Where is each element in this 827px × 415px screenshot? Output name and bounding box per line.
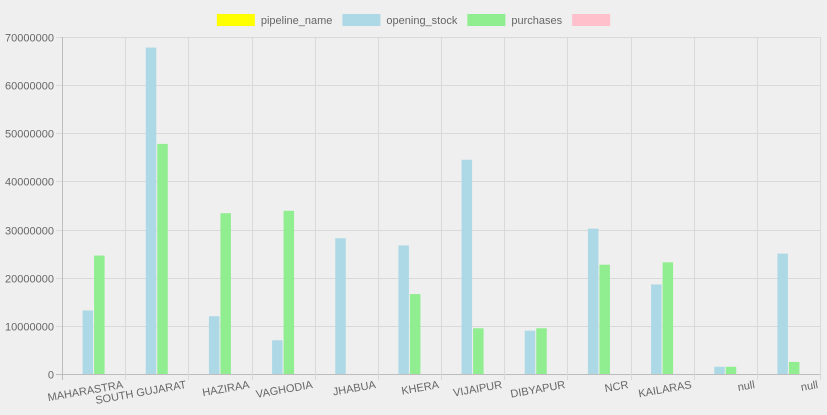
bar-opening_stock-8[interactable] bbox=[587, 228, 599, 374]
y-tick-label: 60000000 bbox=[5, 81, 54, 93]
x-tick-label: NCR bbox=[604, 379, 630, 395]
bar-opening_stock-7[interactable] bbox=[524, 330, 536, 374]
bar-opening_stock-0[interactable] bbox=[82, 310, 94, 374]
bar-purchases-7[interactable] bbox=[536, 328, 547, 374]
x-tick-label: null bbox=[737, 379, 756, 394]
bar-purchases-11[interactable] bbox=[788, 361, 800, 374]
x-tick-label: VAGHODIA bbox=[255, 379, 314, 401]
bar-purchases-6[interactable] bbox=[473, 328, 484, 374]
x-tick-label: HAZIRAA bbox=[201, 379, 251, 399]
bar-opening_stock-3[interactable] bbox=[272, 340, 283, 374]
x-tick-label: null bbox=[800, 379, 819, 394]
x-tick-label: KAILARAS bbox=[638, 379, 693, 400]
bar-purchases-5[interactable] bbox=[409, 294, 421, 374]
bar-purchases-0[interactable] bbox=[94, 255, 105, 374]
legend-label-opening_stock[interactable]: opening_stock bbox=[386, 15, 457, 27]
bar-purchases-9[interactable] bbox=[662, 262, 674, 374]
bar-opening_stock-10[interactable] bbox=[714, 366, 725, 374]
x-tick-label: KHERA bbox=[401, 379, 441, 398]
legend: pipeline_name opening_stock purchases bbox=[216, 14, 611, 27]
legend-swatch-pipeline_name[interactable] bbox=[216, 14, 255, 26]
bar-purchases-3[interactable] bbox=[283, 210, 295, 374]
bar-opening_stock-5[interactable] bbox=[398, 245, 409, 374]
bar-opening_stock-9[interactable] bbox=[651, 284, 662, 374]
legend-label-pipeline_name[interactable]: pipeline_name bbox=[261, 15, 333, 27]
bar-purchases-1[interactable] bbox=[157, 143, 168, 374]
x-tick-label: JHABUA bbox=[332, 379, 377, 398]
y-axis-ticks: 0 10000000 20000000 30000000 40000000 5000000… bbox=[5, 33, 54, 382]
x-tick-label: DIBYAPUR bbox=[510, 379, 567, 400]
x-tick-label: VIJAIPUR bbox=[452, 379, 503, 399]
legend-label-purchases[interactable]: purchases bbox=[511, 15, 562, 27]
bar-opening_stock-4[interactable] bbox=[335, 238, 346, 374]
bar-opening_stock-11[interactable] bbox=[777, 253, 788, 374]
legend-swatch-series-3[interactable] bbox=[572, 14, 611, 26]
legend-swatch-opening_stock[interactable] bbox=[342, 14, 381, 26]
y-tick-label: 30000000 bbox=[5, 226, 54, 238]
y-tick-label: 20000000 bbox=[5, 274, 54, 286]
legend-swatch-purchases[interactable] bbox=[467, 14, 506, 26]
bar-purchases-10[interactable] bbox=[725, 366, 737, 374]
y-tick-label: 50000000 bbox=[5, 129, 54, 141]
bar-opening_stock-2[interactable] bbox=[208, 316, 220, 374]
y-tick-label: 70000000 bbox=[5, 33, 54, 45]
bar-purchases-2[interactable] bbox=[220, 213, 231, 374]
bar-opening_stock-6[interactable] bbox=[461, 159, 473, 374]
y-tick-label: 40000000 bbox=[5, 177, 54, 189]
bar-purchases-8[interactable] bbox=[599, 264, 610, 374]
y-tick-label: 10000000 bbox=[5, 322, 54, 334]
grid bbox=[56, 37, 821, 380]
y-tick-label: 0 bbox=[48, 370, 54, 382]
bar-opening_stock-1[interactable] bbox=[145, 47, 157, 375]
bars bbox=[82, 47, 800, 375]
